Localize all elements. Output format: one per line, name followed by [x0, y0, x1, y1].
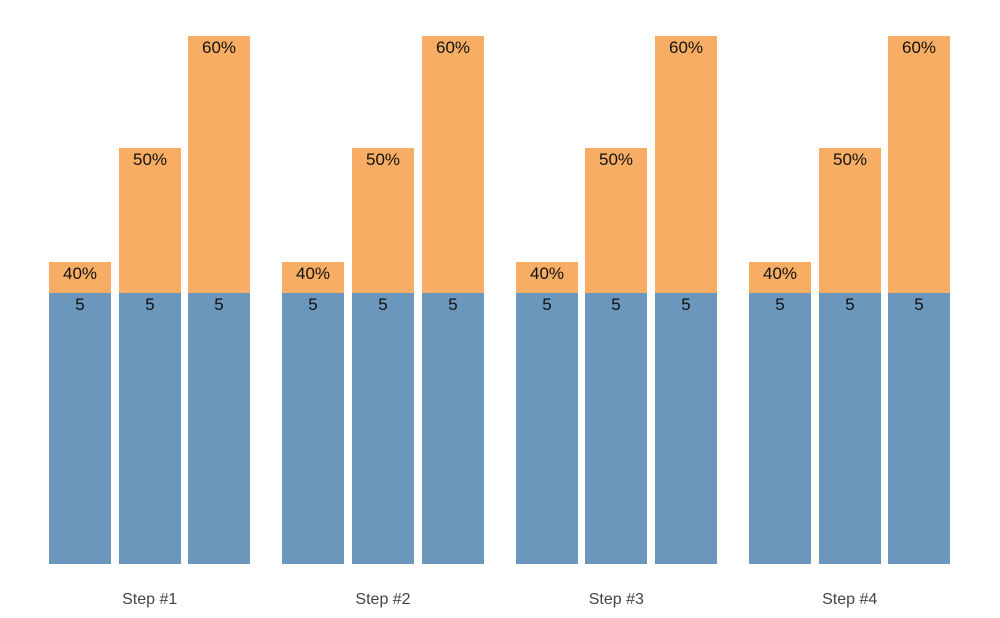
- bar-segment-percent-label: 40%: [295, 264, 331, 283]
- bar-segment-base: 5: [749, 293, 811, 564]
- bar-segment-base-label: 5: [914, 295, 924, 314]
- bar-segment-percent: 60%: [655, 36, 717, 293]
- bar-segment-base-label: 5: [75, 295, 85, 314]
- bar-segment-base-label: 5: [145, 295, 155, 314]
- bar-segment-base-label: 5: [214, 295, 224, 314]
- bar-segment-base: 5: [119, 293, 181, 564]
- x-axis-category-label: Step #4: [822, 591, 878, 608]
- bar-segment-percent: 50%: [585, 148, 647, 293]
- bar-segment-percent-label: 50%: [132, 150, 168, 169]
- bar-segment-percent-label: 40%: [762, 264, 798, 283]
- bar-segment-percent: 50%: [819, 148, 881, 293]
- bar-segment-base: 5: [282, 293, 344, 564]
- bar-segment-percent: 60%: [888, 36, 950, 293]
- x-axis-category-label: Step #2: [355, 591, 411, 608]
- bar-segment-base-label: 5: [681, 295, 691, 314]
- bar-segment-percent-label: 60%: [201, 38, 237, 57]
- bar-segment-percent: 40%: [49, 262, 111, 293]
- bar-segment-base: 5: [49, 293, 111, 564]
- bar-segment-percent: 60%: [188, 36, 250, 293]
- bar-segment-base: 5: [819, 293, 881, 564]
- bar-segment-base: 5: [188, 293, 250, 564]
- bar-segment-base-label: 5: [378, 295, 388, 314]
- x-axis-category-label: Step #3: [588, 591, 644, 608]
- bar-segment-percent: 40%: [282, 262, 344, 293]
- bar-segment-percent-label: 60%: [668, 38, 704, 57]
- bar-segment-percent-label: 50%: [365, 150, 401, 169]
- bar-segment-percent: 50%: [352, 148, 414, 293]
- bar-segment-base-label: 5: [448, 295, 458, 314]
- bar-segment-percent-label: 40%: [529, 264, 565, 283]
- x-axis-category-label: Step #1: [122, 591, 178, 608]
- bar-segment-percent: 60%: [422, 36, 484, 293]
- bar-segment-percent-label: 60%: [901, 38, 937, 57]
- bar-segment-percent: 40%: [516, 262, 578, 293]
- bar-segment-percent-label: 50%: [832, 150, 868, 169]
- bar-segment-base: 5: [422, 293, 484, 564]
- bar-segment-base: 5: [516, 293, 578, 564]
- bar-segment-base: 5: [888, 293, 950, 564]
- bar-segment-base-label: 5: [845, 295, 855, 314]
- bar-segment-base: 5: [352, 293, 414, 564]
- bar-segment-percent-label: 40%: [62, 264, 98, 283]
- bar-segment-base-label: 5: [775, 295, 785, 314]
- bar-segment-base-label: 5: [611, 295, 621, 314]
- bar-segment-base-label: 5: [542, 295, 552, 314]
- bar-segment-percent: 40%: [749, 262, 811, 293]
- bar-segment-percent: 50%: [119, 148, 181, 293]
- bar-segment-base: 5: [585, 293, 647, 564]
- bar-segment-percent-label: 60%: [435, 38, 471, 57]
- bar-segment-base-label: 5: [308, 295, 318, 314]
- bar-segment-base: 5: [655, 293, 717, 564]
- bar-segment-percent-label: 50%: [598, 150, 634, 169]
